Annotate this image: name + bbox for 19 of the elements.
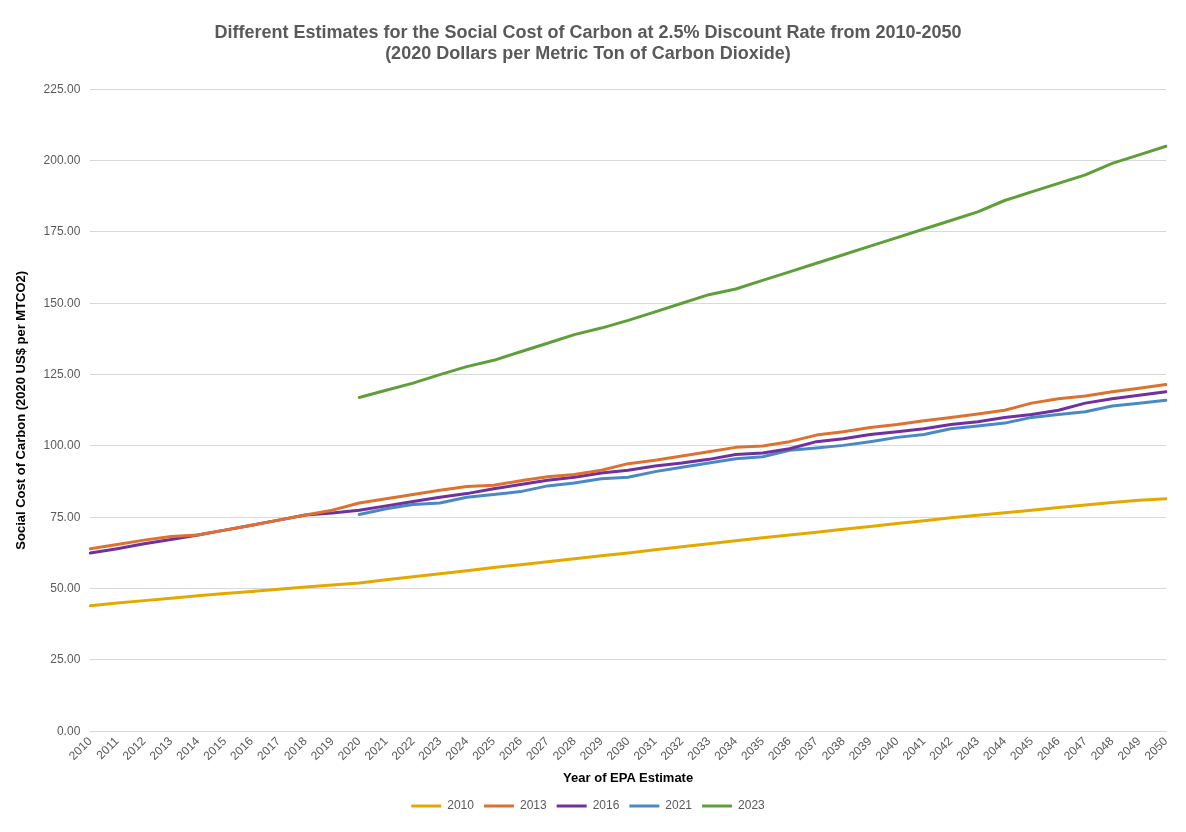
y-tick-label: 0.00 [56, 723, 81, 738]
y-tick-label: 175.00 [43, 224, 81, 239]
y-tick-label: 125.00 [43, 366, 81, 381]
y-axis-title: Social Cost of Carbon (2020 US$ per MTCO2) [13, 270, 29, 550]
y-tick-label: 200.00 [43, 152, 81, 167]
text: Different Estimates for the Social Cost of Carbon at 2.5% Discount Rate from 2010-2050 [214, 21, 962, 42]
y-tick-label: 150.00 [43, 295, 81, 310]
x-axis-title: Year of EPA Estimate [563, 769, 694, 785]
legend-label: 2016 [592, 798, 620, 813]
y-tick-label: 225.00 [43, 81, 81, 96]
legend-label: 2013 [519, 798, 547, 813]
legend-label: 2010 [447, 798, 475, 813]
y-tick-label: 25.00 [50, 652, 81, 667]
y-tick-label: 100.00 [43, 438, 81, 453]
y-tick-label: 50.00 [50, 580, 81, 595]
y-tick-label: 75.00 [50, 509, 81, 524]
legend-label: 2023 [738, 798, 766, 813]
text: (2020 Dollars per Metric Ton of Carbon Dioxide) [385, 43, 791, 64]
legend-label: 2021 [665, 798, 693, 813]
